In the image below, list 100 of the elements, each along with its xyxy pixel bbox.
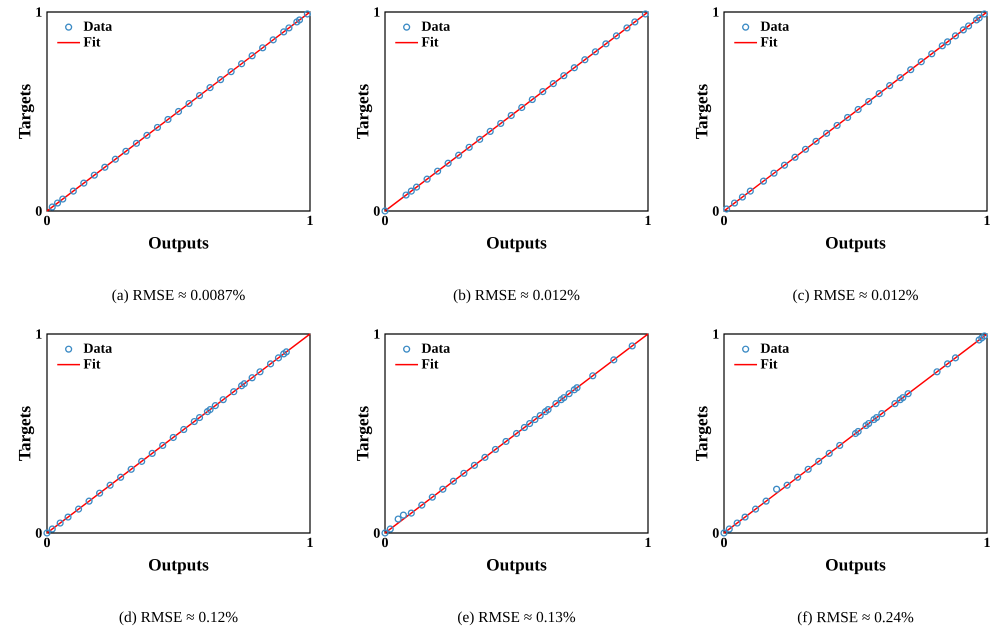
point xyxy=(746,188,754,195)
point xyxy=(531,416,539,424)
point xyxy=(976,14,983,22)
y-tick-label: 0 xyxy=(712,206,719,216)
point xyxy=(106,482,114,489)
y-tick-label: 0 xyxy=(36,206,42,216)
point xyxy=(423,176,431,183)
y-axis-title: Targets xyxy=(18,406,34,461)
point xyxy=(518,104,526,112)
point xyxy=(780,162,788,169)
legend-label: Data xyxy=(84,344,112,353)
point xyxy=(280,28,288,36)
point xyxy=(570,386,578,394)
point xyxy=(836,442,844,450)
point xyxy=(833,122,841,130)
x-axis-title: Outputs xyxy=(826,237,886,252)
point xyxy=(854,106,862,114)
point xyxy=(486,128,494,136)
point xyxy=(552,400,560,408)
x-tick-label: 0 xyxy=(382,216,388,226)
point xyxy=(876,90,883,98)
point xyxy=(980,332,988,340)
point xyxy=(386,525,394,533)
legend-label: Data xyxy=(760,344,789,353)
y-tick-label: 1 xyxy=(374,329,380,339)
point xyxy=(274,354,282,362)
x-axis-title: Outputs xyxy=(486,559,546,574)
point xyxy=(631,18,638,26)
point xyxy=(497,120,504,128)
point xyxy=(439,486,446,493)
point xyxy=(770,170,778,177)
point xyxy=(952,354,960,362)
x-tick-label: 1 xyxy=(984,216,990,226)
point xyxy=(418,502,426,509)
x-tick-label: 1 xyxy=(308,216,313,226)
point xyxy=(59,196,66,203)
point xyxy=(730,200,738,207)
y-axis-title: Targets xyxy=(696,84,712,139)
point xyxy=(412,184,420,191)
point xyxy=(944,360,952,368)
point xyxy=(74,506,82,513)
point xyxy=(784,482,791,489)
point xyxy=(762,498,770,505)
point xyxy=(206,406,214,414)
point xyxy=(773,486,780,493)
point xyxy=(70,188,77,195)
point xyxy=(844,114,852,122)
point xyxy=(978,334,986,342)
point xyxy=(204,408,212,416)
point xyxy=(381,529,389,537)
legend-label: Fit xyxy=(422,36,438,47)
point xyxy=(508,112,515,120)
point xyxy=(642,10,649,18)
point xyxy=(896,74,904,82)
point xyxy=(802,146,810,153)
x-tick-label: 1 xyxy=(646,538,651,548)
y-tick-label: 1 xyxy=(374,7,380,17)
y-tick-label: 0 xyxy=(712,528,719,538)
legend-label: Fit xyxy=(84,358,100,369)
point xyxy=(117,474,124,481)
point xyxy=(80,180,88,187)
point xyxy=(216,76,224,84)
y-axis-title: Targets xyxy=(356,406,372,461)
point xyxy=(891,400,899,408)
text: (c) RMSE ≈ 0.012% xyxy=(793,289,918,304)
point xyxy=(190,418,198,426)
point xyxy=(56,520,64,527)
x-axis-title: Outputs xyxy=(148,559,208,574)
point xyxy=(870,416,878,424)
point xyxy=(402,192,410,199)
point xyxy=(566,390,573,398)
point xyxy=(85,498,93,505)
point xyxy=(240,380,248,388)
legend-label: Fit xyxy=(84,36,100,47)
point xyxy=(826,450,833,458)
point xyxy=(196,414,204,422)
x-axis-title: Outputs xyxy=(148,237,208,252)
point xyxy=(143,132,151,140)
point xyxy=(550,80,557,88)
point xyxy=(282,348,290,356)
point xyxy=(476,136,484,144)
point xyxy=(741,514,749,521)
point xyxy=(170,434,177,442)
point xyxy=(726,525,733,533)
point xyxy=(408,510,415,517)
point xyxy=(450,478,457,485)
point xyxy=(854,428,862,436)
point xyxy=(878,410,886,418)
text: (a) RMSE ≈ 0.0087% xyxy=(112,289,245,304)
point xyxy=(794,474,802,481)
point xyxy=(481,454,489,462)
point xyxy=(502,438,510,446)
point xyxy=(865,98,872,106)
point xyxy=(581,56,588,64)
point xyxy=(230,388,238,396)
point xyxy=(238,60,246,68)
point xyxy=(872,414,880,422)
point xyxy=(791,154,799,161)
x-axis-title: Outputs xyxy=(486,237,546,252)
point xyxy=(980,10,988,18)
